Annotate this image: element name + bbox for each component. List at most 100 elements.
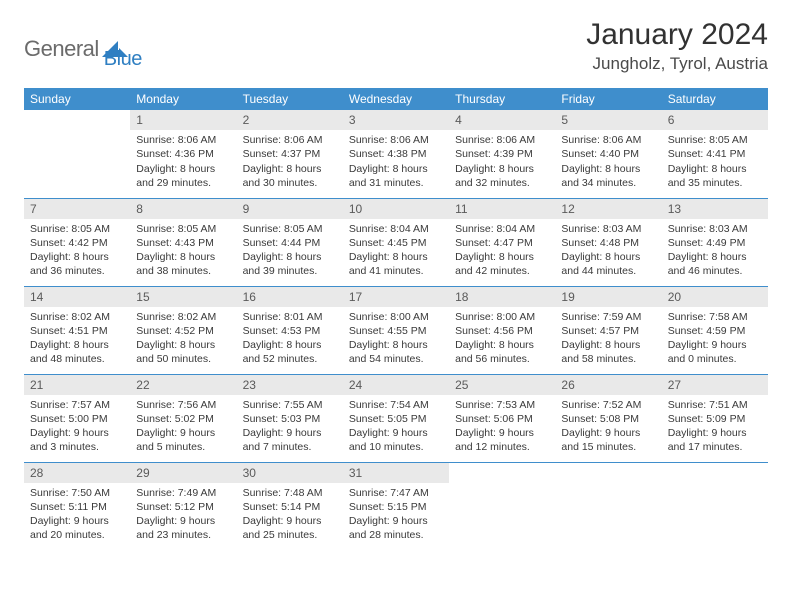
- day-number: 17: [343, 287, 449, 307]
- calendar-table: SundayMondayTuesdayWednesdayThursdayFrid…: [24, 88, 768, 550]
- day-body: Sunrise: 8:02 AMSunset: 4:51 PMDaylight:…: [24, 307, 130, 373]
- sunrise-text: Sunrise: 8:00 AM: [349, 310, 443, 324]
- day-body: Sunrise: 7:57 AMSunset: 5:00 PMDaylight:…: [24, 395, 130, 461]
- calendar-day-cell: 7Sunrise: 8:05 AMSunset: 4:42 PMDaylight…: [24, 198, 130, 286]
- calendar-day-cell: 1Sunrise: 8:06 AMSunset: 4:36 PMDaylight…: [130, 110, 236, 198]
- daylight-text: Daylight: 9 hours and 0 minutes.: [668, 338, 762, 366]
- calendar-day-cell: 27Sunrise: 7:51 AMSunset: 5:09 PMDayligh…: [662, 374, 768, 462]
- sunset-text: Sunset: 4:56 PM: [455, 324, 549, 338]
- sunrise-text: Sunrise: 7:50 AM: [30, 486, 124, 500]
- sunset-text: Sunset: 5:06 PM: [455, 412, 549, 426]
- calendar-day-cell: 26Sunrise: 7:52 AMSunset: 5:08 PMDayligh…: [555, 374, 661, 462]
- day-number: 5: [555, 110, 661, 130]
- day-number: 6: [662, 110, 768, 130]
- sunset-text: Sunset: 5:09 PM: [668, 412, 762, 426]
- sunset-text: Sunset: 4:42 PM: [30, 236, 124, 250]
- sunrise-text: Sunrise: 8:05 AM: [136, 222, 230, 236]
- day-number: 29: [130, 463, 236, 483]
- day-number: 12: [555, 199, 661, 219]
- sunset-text: Sunset: 5:00 PM: [30, 412, 124, 426]
- weekday-row: SundayMondayTuesdayWednesdayThursdayFrid…: [24, 88, 768, 110]
- sunset-text: Sunset: 4:36 PM: [136, 147, 230, 161]
- sunrise-text: Sunrise: 8:05 AM: [243, 222, 337, 236]
- sunrise-text: Sunrise: 7:48 AM: [243, 486, 337, 500]
- day-body: Sunrise: 7:52 AMSunset: 5:08 PMDaylight:…: [555, 395, 661, 461]
- sunset-text: Sunset: 4:59 PM: [668, 324, 762, 338]
- sunrise-text: Sunrise: 8:06 AM: [349, 133, 443, 147]
- day-number: 16: [237, 287, 343, 307]
- month-title: January 2024: [586, 18, 768, 52]
- calendar-day-cell: 15Sunrise: 8:02 AMSunset: 4:52 PMDayligh…: [130, 286, 236, 374]
- day-number: 8: [130, 199, 236, 219]
- day-body: Sunrise: 8:05 AMSunset: 4:41 PMDaylight:…: [662, 130, 768, 196]
- day-body: Sunrise: 8:04 AMSunset: 4:45 PMDaylight:…: [343, 219, 449, 285]
- sunrise-text: Sunrise: 8:06 AM: [561, 133, 655, 147]
- day-body: Sunrise: 8:04 AMSunset: 4:47 PMDaylight:…: [449, 219, 555, 285]
- sunset-text: Sunset: 4:45 PM: [349, 236, 443, 250]
- sunrise-text: Sunrise: 7:52 AM: [561, 398, 655, 412]
- sunrise-text: Sunrise: 8:03 AM: [561, 222, 655, 236]
- sunrise-text: Sunrise: 8:02 AM: [136, 310, 230, 324]
- calendar-head: SundayMondayTuesdayWednesdayThursdayFrid…: [24, 88, 768, 110]
- day-body: Sunrise: 7:51 AMSunset: 5:09 PMDaylight:…: [662, 395, 768, 461]
- daylight-text: Daylight: 8 hours and 58 minutes.: [561, 338, 655, 366]
- sunset-text: Sunset: 4:47 PM: [455, 236, 549, 250]
- weekday-header: Saturday: [662, 88, 768, 110]
- sunset-text: Sunset: 4:51 PM: [30, 324, 124, 338]
- calendar-week-row: .1Sunrise: 8:06 AMSunset: 4:36 PMDayligh…: [24, 110, 768, 198]
- day-body: Sunrise: 8:06 AMSunset: 4:36 PMDaylight:…: [130, 130, 236, 196]
- day-number: 20: [662, 287, 768, 307]
- day-body: Sunrise: 8:06 AMSunset: 4:37 PMDaylight:…: [237, 130, 343, 196]
- sunrise-text: Sunrise: 8:05 AM: [30, 222, 124, 236]
- sunset-text: Sunset: 4:43 PM: [136, 236, 230, 250]
- calendar-day-cell: .: [449, 462, 555, 550]
- day-body: Sunrise: 8:05 AMSunset: 4:42 PMDaylight:…: [24, 219, 130, 285]
- calendar-day-cell: 25Sunrise: 7:53 AMSunset: 5:06 PMDayligh…: [449, 374, 555, 462]
- day-body: Sunrise: 7:54 AMSunset: 5:05 PMDaylight:…: [343, 395, 449, 461]
- calendar-day-cell: 4Sunrise: 8:06 AMSunset: 4:39 PMDaylight…: [449, 110, 555, 198]
- weekday-header: Thursday: [449, 88, 555, 110]
- sunrise-text: Sunrise: 7:51 AM: [668, 398, 762, 412]
- day-body: Sunrise: 8:06 AMSunset: 4:39 PMDaylight:…: [449, 130, 555, 196]
- sunrise-text: Sunrise: 8:00 AM: [455, 310, 549, 324]
- day-number: 1: [130, 110, 236, 130]
- day-number: 27: [662, 375, 768, 395]
- calendar-day-cell: 24Sunrise: 7:54 AMSunset: 5:05 PMDayligh…: [343, 374, 449, 462]
- day-body: Sunrise: 8:05 AMSunset: 4:44 PMDaylight:…: [237, 219, 343, 285]
- location-subtitle: Jungholz, Tyrol, Austria: [586, 54, 768, 74]
- sunset-text: Sunset: 4:55 PM: [349, 324, 443, 338]
- day-body: Sunrise: 8:02 AMSunset: 4:52 PMDaylight:…: [130, 307, 236, 373]
- day-number: 2: [237, 110, 343, 130]
- calendar-week-row: 28Sunrise: 7:50 AMSunset: 5:11 PMDayligh…: [24, 462, 768, 550]
- daylight-text: Daylight: 9 hours and 20 minutes.: [30, 514, 124, 542]
- sunrise-text: Sunrise: 8:06 AM: [136, 133, 230, 147]
- daylight-text: Daylight: 9 hours and 28 minutes.: [349, 514, 443, 542]
- calendar-day-cell: 2Sunrise: 8:06 AMSunset: 4:37 PMDaylight…: [237, 110, 343, 198]
- sunrise-text: Sunrise: 7:55 AM: [243, 398, 337, 412]
- daylight-text: Daylight: 8 hours and 35 minutes.: [668, 162, 762, 190]
- daylight-text: Daylight: 8 hours and 32 minutes.: [455, 162, 549, 190]
- day-number: 31: [343, 463, 449, 483]
- day-number: 4: [449, 110, 555, 130]
- daylight-text: Daylight: 8 hours and 30 minutes.: [243, 162, 337, 190]
- day-body: Sunrise: 8:03 AMSunset: 4:49 PMDaylight:…: [662, 219, 768, 285]
- calendar-day-cell: 9Sunrise: 8:05 AMSunset: 4:44 PMDaylight…: [237, 198, 343, 286]
- calendar-day-cell: 31Sunrise: 7:47 AMSunset: 5:15 PMDayligh…: [343, 462, 449, 550]
- sunset-text: Sunset: 4:38 PM: [349, 147, 443, 161]
- daylight-text: Daylight: 8 hours and 44 minutes.: [561, 250, 655, 278]
- daylight-text: Daylight: 9 hours and 12 minutes.: [455, 426, 549, 454]
- day-number: 22: [130, 375, 236, 395]
- daylight-text: Daylight: 9 hours and 25 minutes.: [243, 514, 337, 542]
- calendar-body: .1Sunrise: 8:06 AMSunset: 4:36 PMDayligh…: [24, 110, 768, 550]
- daylight-text: Daylight: 8 hours and 31 minutes.: [349, 162, 443, 190]
- daylight-text: Daylight: 8 hours and 38 minutes.: [136, 250, 230, 278]
- sunset-text: Sunset: 5:14 PM: [243, 500, 337, 514]
- sunset-text: Sunset: 5:05 PM: [349, 412, 443, 426]
- calendar-day-cell: 22Sunrise: 7:56 AMSunset: 5:02 PMDayligh…: [130, 374, 236, 462]
- sunrise-text: Sunrise: 8:05 AM: [668, 133, 762, 147]
- sunrise-text: Sunrise: 7:57 AM: [30, 398, 124, 412]
- daylight-text: Daylight: 8 hours and 50 minutes.: [136, 338, 230, 366]
- daylight-text: Daylight: 8 hours and 42 minutes.: [455, 250, 549, 278]
- day-body: Sunrise: 7:58 AMSunset: 4:59 PMDaylight:…: [662, 307, 768, 373]
- daylight-text: Daylight: 8 hours and 34 minutes.: [561, 162, 655, 190]
